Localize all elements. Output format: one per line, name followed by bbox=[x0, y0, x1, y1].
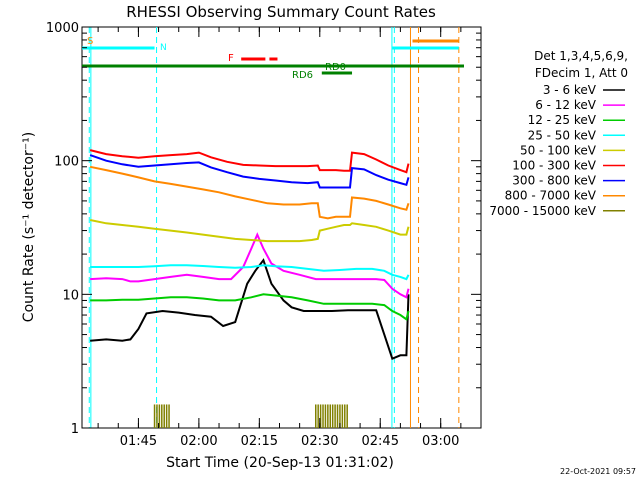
series-line bbox=[89, 219, 410, 243]
legend: Det 1,3,4,5,6,9, FDecim 1, Att 0 3 - 6 k… bbox=[489, 49, 628, 218]
series-line bbox=[90, 258, 410, 361]
flag-label: F bbox=[228, 53, 234, 64]
flag-label: RD0 bbox=[325, 62, 346, 73]
series-line bbox=[90, 232, 410, 299]
legend-header-line-1: Det 1,3,4,5,6,9, bbox=[534, 49, 628, 63]
y-tick-label: 100 bbox=[54, 155, 79, 170]
legend-entry: 7000 - 15000 keV bbox=[489, 204, 596, 218]
y-axis-label: Count Rate (s⁻¹ detector⁻¹) bbox=[21, 132, 37, 322]
series-line bbox=[89, 149, 410, 174]
series-lines bbox=[89, 149, 410, 428]
y-tick-label: 1000 bbox=[46, 21, 79, 36]
x-tick-label: 03:00 bbox=[422, 434, 459, 449]
flag-label: S bbox=[87, 36, 93, 47]
x-tick-label: 02:45 bbox=[362, 434, 399, 449]
footer-timestamp: 22-Oct-2021 09:57 bbox=[560, 467, 636, 476]
legend-entry: 12 - 25 keV bbox=[528, 113, 597, 127]
axes: 1 10 100 1000 01:45 02:00 02:15 02:30 02:45 03:00 bbox=[46, 21, 481, 449]
flag-overlays: S N F RD0 RD6 bbox=[82, 27, 464, 428]
chart-title: RHESSI Observing Summary Count Rates bbox=[126, 3, 436, 21]
x-tick-label: 02:30 bbox=[301, 434, 338, 449]
flag-label: RD6 bbox=[292, 70, 313, 81]
plot-frame bbox=[81, 26, 482, 429]
y-tick-label: 10 bbox=[62, 288, 79, 303]
legend-entry: 800 - 7000 keV bbox=[505, 189, 597, 203]
series-line bbox=[89, 165, 410, 220]
legend-entry: 25 - 50 keV bbox=[528, 128, 597, 142]
x-axis-label: Start Time (20-Sep-13 01:31:02) bbox=[166, 455, 394, 471]
legend-entry: 300 - 800 keV bbox=[512, 174, 596, 188]
legend-entry: 50 - 100 keV bbox=[520, 143, 597, 157]
legend-entry: 100 - 300 keV bbox=[512, 159, 596, 173]
series-line bbox=[89, 154, 410, 189]
flag-label: N bbox=[160, 43, 167, 53]
x-tick-label: 02:00 bbox=[180, 434, 217, 449]
legend-entry: 6 - 12 keV bbox=[535, 98, 597, 112]
legend-header-line-2: FDecim 1, Att 0 bbox=[535, 66, 628, 80]
series-line bbox=[90, 264, 410, 281]
legend-entry: 3 - 6 keV bbox=[543, 83, 597, 97]
x-tick-label: 01:45 bbox=[120, 434, 157, 449]
series-line bbox=[90, 293, 410, 321]
y-tick-label: 1 bbox=[71, 422, 79, 437]
x-tick-label: 02:15 bbox=[241, 434, 278, 449]
